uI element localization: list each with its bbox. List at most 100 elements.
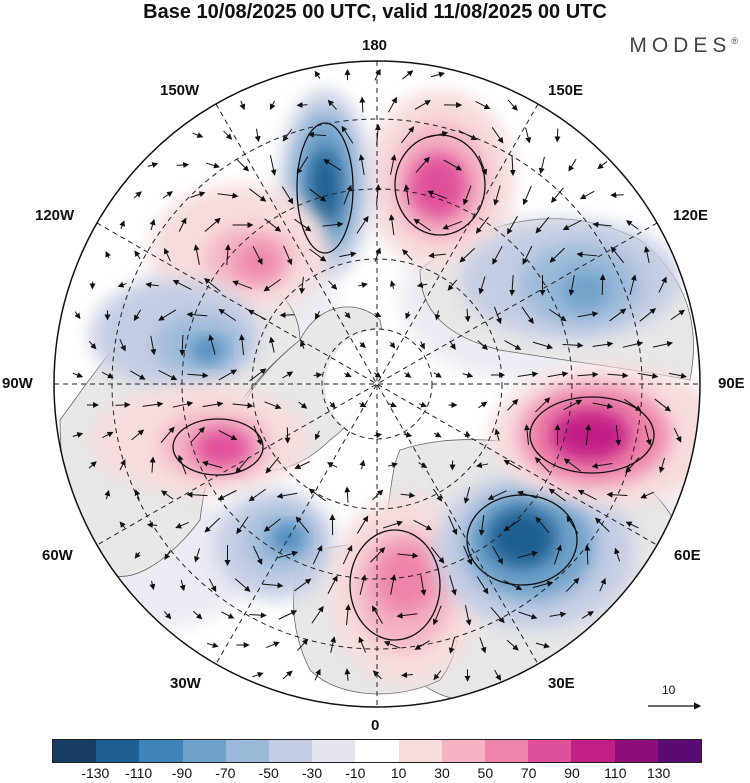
wind-vector [314,668,321,681]
label-180: 180 [362,37,388,54]
wind-vector [235,456,250,474]
wind-vector [339,251,357,258]
wind-vector [297,638,309,651]
wind-vector [342,544,353,565]
wind-vector [639,308,657,322]
wind-vector [269,155,277,176]
wind-vector [388,214,395,235]
wind-vector [494,669,502,681]
anomaly-neg-canada [90,280,260,390]
wind-vector [464,605,472,626]
wind-vector [402,248,413,261]
wind-vector [427,190,448,199]
wind-vector [442,220,463,230]
wind-vector [606,491,628,498]
wind-vector [133,309,142,322]
wind-vector [419,341,425,350]
wind-vector [448,636,456,654]
wind-vector [308,488,326,502]
wind-vector [433,488,443,502]
wind-vector [134,489,141,500]
wind-vector [314,430,321,441]
wind-vector [323,159,342,171]
wind-vector [652,341,674,348]
wind-vector [133,191,142,199]
wind-vector [673,427,682,443]
colorbar-tick-label: 130 [646,765,671,781]
wind-vector [277,550,299,559]
colorbar-swatch [485,740,529,762]
wind-vector [637,372,659,379]
wind-vector [313,372,323,379]
wind-vector [568,158,577,172]
wind-vector [104,489,111,500]
colorbar-tick-label: -70 [215,765,236,781]
wind-vector [420,575,427,596]
wind-vector [372,670,382,680]
wind-vector [389,341,396,349]
wind-vector [577,311,599,318]
wind-vector [668,372,687,379]
colorbar-swatch [657,740,702,762]
wind-vector [374,247,382,262]
wind-vector [247,309,267,321]
wind-vector [629,274,637,295]
wind-vector [356,515,369,534]
wind-vector [134,551,141,559]
map-title: Base 10/08/2025 00 UTC, valid 11/08/2025… [143,1,607,23]
wind-vector [374,124,381,146]
wind-vector [517,371,539,378]
wind-vector [278,610,298,620]
wind-vector [344,311,351,319]
wind-vector [658,276,667,293]
wind-vector [370,547,386,563]
wind-vector [239,100,246,111]
colorbar-swatch [269,740,313,762]
wind-vector [162,191,173,199]
wind-vector [506,639,519,651]
wind-vector [322,221,344,228]
wind-vector [117,281,127,288]
wind-vector [176,161,190,168]
wind-vector [343,184,353,205]
wind-vector [449,340,456,350]
wind-vector [158,309,177,321]
wind-vector [102,431,114,439]
wind-vector [223,130,233,140]
wind-vector [281,186,294,205]
wind-vector [535,516,550,533]
wind-vector [208,578,217,593]
colorbar-swatch [441,740,486,762]
wind-vector [330,636,337,653]
wind-vector [252,245,263,265]
wind-vector [576,251,598,258]
wind-vector [252,671,264,678]
wind-vector [584,544,591,565]
polar-cap [325,330,435,440]
wind-vector [403,431,413,438]
wind-vector [294,461,310,469]
wind-vector [149,580,156,591]
wind-vector [150,335,157,356]
wind-vector [217,192,239,199]
wind-vector [524,424,530,445]
wind-vector [434,310,441,321]
colorbar-swatch [139,740,183,762]
wind-vector [434,431,442,438]
wind-vector [294,578,312,592]
wind-vector [577,489,597,501]
label-120e: 120E [673,207,709,224]
wind-vector [522,185,532,206]
wind-vector [134,250,141,260]
wind-vector [396,612,418,619]
wind-vector [374,371,382,378]
wind-vector [430,71,445,78]
wind-vector [388,96,398,113]
wind-vector [463,545,473,566]
wind-vector [236,516,249,535]
wind-vector [492,546,503,565]
wind-vector [492,245,503,265]
wind-vector [491,127,504,144]
colorbar-tick-label: -10 [345,765,366,781]
wind-vector [418,401,428,408]
